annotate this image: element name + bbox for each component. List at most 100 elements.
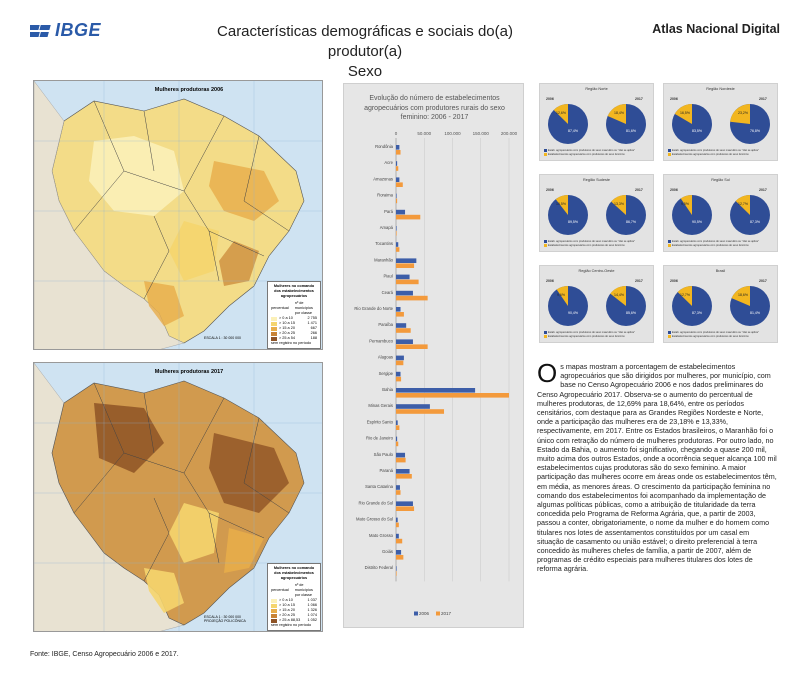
map-2017-legend: Mulheres no comando dos estabelecimentos… — [267, 563, 321, 631]
pie-label-major: 76,8% — [750, 129, 760, 133]
pie-legend-swatch — [544, 244, 547, 248]
pie-legend-swatch — [668, 244, 671, 248]
pie-label-major: 81,6% — [626, 129, 636, 133]
pie-legend-text: Estabelecimentos agropecuários com produ… — [548, 244, 625, 248]
bar-2017 — [396, 150, 401, 155]
pie-label-minor: 10,5% — [556, 202, 566, 206]
pie-legend-text: Estab. agropecuários com produtores do s… — [548, 149, 635, 153]
legend-label: > 0 a 10 — [279, 598, 293, 602]
pie-cell: Região Centro-Oeste 2006 2017 9,6% 90,4% 14,4… — [539, 265, 654, 343]
pie-label-major: 81,4% — [750, 311, 760, 315]
pie-year-label-1: 2006 — [670, 97, 678, 101]
pie-year-label-2: 2017 — [759, 188, 767, 192]
legend-row: > 10 a 15 1 471 — [271, 321, 317, 326]
pie-cell: Brasil 2006 2017 12,7% 87,3% 18,6% 81,4% Estab.… — [663, 265, 778, 343]
pie-label-major: 89,5% — [568, 220, 578, 224]
bar-2017 — [396, 295, 428, 301]
bar-2006 — [396, 161, 398, 166]
pie-slice-minor — [735, 195, 750, 215]
pie-region-name: Brasil — [715, 269, 726, 273]
bar-2017 — [396, 555, 404, 560]
map-2006-title: Mulheres produtoras 2006 — [154, 87, 224, 93]
legend-value: 1 052 — [307, 618, 317, 622]
legend-swatch-2017 — [436, 611, 440, 616]
legend-swatch — [271, 316, 277, 321]
pie-year-label-2: 2017 — [635, 188, 643, 192]
legend-label: > 25 a 88,53 — [279, 618, 301, 622]
bar-2017 — [396, 328, 411, 333]
bar-2017 — [396, 522, 399, 528]
category-label: Piauí — [383, 274, 393, 279]
map-2006-scale: ESCALA 1 : 30 000 000 — [204, 336, 241, 340]
pie-label-minor: 9,5% — [681, 202, 689, 206]
bar-2017 — [396, 393, 509, 398]
bar-2017 — [396, 182, 403, 187]
pie-region-name: Região Centro-Oeste — [578, 269, 615, 273]
category-label: Amapá — [380, 225, 394, 230]
pie-label-major: 90,4% — [568, 311, 578, 315]
legend-row: > 0 a 10 1 037 — [271, 598, 317, 603]
category-label: Sergipe — [379, 371, 394, 376]
pie-legend-swatch — [668, 331, 671, 335]
bar-2017 — [396, 441, 399, 447]
legend-swatch — [271, 321, 277, 326]
bar-2017 — [396, 279, 419, 285]
bar-2017 — [396, 312, 404, 317]
pie-graphic: 9,5% 90,5% 12,7% 87,3% — [672, 195, 770, 235]
legend-swatch — [271, 326, 277, 331]
pie-slice-minor — [674, 104, 692, 124]
bar-2017 — [396, 166, 399, 171]
pie-label-major: 90,5% — [692, 220, 702, 224]
x-tick-label: 100.000 — [444, 131, 461, 136]
chart-title: Evolução do número de estabelecimentos a… — [364, 95, 505, 121]
bar-chart: 0 50.000 100.000 150.000 200.000 Rondônia Acre… — [354, 131, 517, 616]
pie-legend-text: Estabelecimentos agropecuários com produ… — [672, 244, 749, 248]
bar-2006 — [396, 339, 413, 344]
pie-legend: Estab. agropecuários com produtores do s… — [668, 149, 776, 157]
pie-label-minor: 12,6% — [556, 111, 566, 115]
bar-2006 — [396, 533, 399, 539]
bar-2006 — [396, 517, 398, 523]
pie-label-minor: 23,2% — [738, 111, 748, 115]
pie-region-name: Região Nordeste — [706, 87, 735, 91]
bar-2017 — [396, 506, 415, 511]
pie-year-label-1: 2006 — [546, 188, 554, 192]
pie-legend-text: Estab. agropecuários com produtores do s… — [548, 331, 635, 335]
pie-label-minor: 12,7% — [680, 293, 690, 297]
pie-label-minor: 18,6% — [738, 293, 748, 297]
pie-legend-swatch — [544, 335, 547, 339]
legend-swatch — [271, 336, 277, 341]
bar-2006 — [396, 290, 413, 296]
pie-year-label-1: 2006 — [670, 188, 678, 192]
category-label: Rio de Janeiro — [366, 436, 394, 441]
pie-year-label-1: 2006 — [546, 279, 554, 283]
pie-slice-minor — [553, 104, 568, 124]
pie-graphic: 9,6% 90,4% 14,4% 85,6% — [548, 286, 646, 326]
scale-text: ESCALA 1 : 30 000 000 — [204, 615, 241, 619]
x-tick-label: 150.000 — [473, 131, 490, 136]
bar-2006 — [396, 404, 430, 409]
category-label: Roraima — [377, 193, 393, 198]
legend-rows: > 0 a 10 1 037 > 10 a 15 1 066 > 15 a 20 1 32… — [271, 598, 317, 623]
legend-value: 2 755 — [307, 316, 317, 320]
legend-label: > 10 a 15 — [279, 321, 295, 325]
pie-graphic: 10,5% 89,5% 13,3% 86,7% — [548, 195, 646, 235]
pie-legend: Estab. agropecuários com produtores do s… — [544, 149, 652, 157]
category-label: Mato Grosso do Sul — [356, 517, 393, 522]
legend-swatch — [271, 331, 277, 336]
pie-region-name: Região Sudeste — [582, 178, 611, 182]
bar-2017 — [396, 425, 400, 430]
pie-year-label-2: 2017 — [635, 279, 643, 283]
pie-legend-row: Estabelecimentos agropecuários com produ… — [668, 335, 776, 339]
pie-slice-minor — [556, 286, 568, 306]
pie-legend-row: Estab. agropecuários com produtores do s… — [544, 331, 652, 335]
pie-label-major: 87,3% — [692, 311, 702, 315]
category-label: Minas Gerais — [368, 403, 393, 408]
pie-slice-minor — [677, 286, 692, 306]
bar-2006 — [396, 145, 400, 150]
bar-2017 — [396, 457, 406, 463]
bar-2006 — [396, 566, 397, 571]
category-label: Goiás — [382, 549, 393, 554]
legend-row: > 25 a 54 188 — [271, 336, 317, 341]
